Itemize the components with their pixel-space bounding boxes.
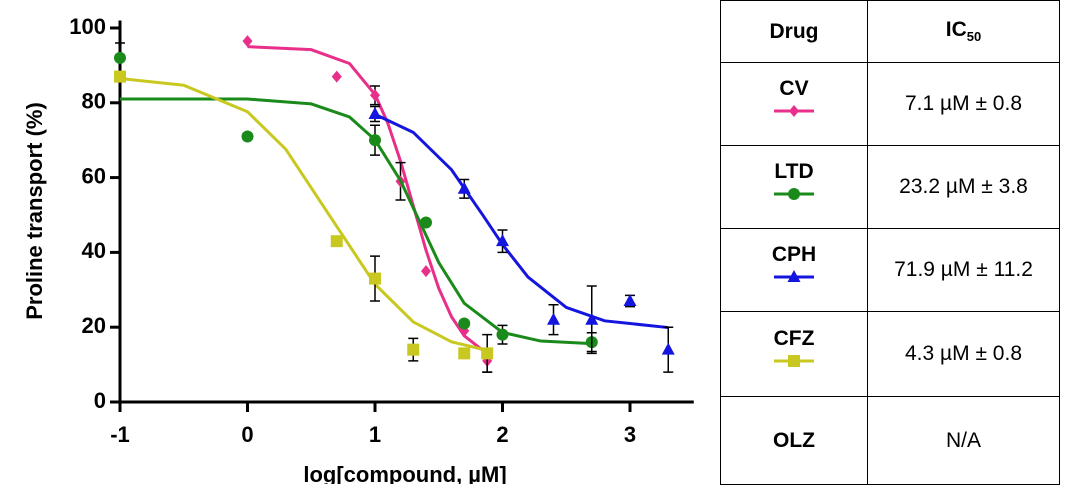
legend-name: CFZ: [773, 327, 815, 350]
table-body: CV 7.1 µM ± 0.8 LTD 23.2 µM ± 3.8 CPH 71.9 µM…: [720, 62, 1060, 397]
point: [370, 89, 380, 102]
fit-curve: [247, 45, 489, 355]
point: [114, 70, 126, 83]
fit-curve: [120, 97, 592, 346]
ic50-value: 7.1 µM ± 0.8: [867, 62, 1060, 146]
point: [496, 234, 509, 247]
point: [623, 294, 637, 307]
legend-name: CV: [779, 77, 809, 100]
point: [547, 312, 560, 325]
ic50-value: N/A: [867, 396, 1060, 485]
point: [369, 134, 381, 147]
legend-sample: [774, 355, 814, 367]
y-tick-label: 60: [82, 163, 106, 188]
point: [789, 105, 799, 117]
x-axis-label: log[compound, µM]: [303, 462, 506, 484]
point: [457, 181, 471, 194]
point: [368, 107, 382, 120]
drug-header: Drug: [720, 0, 868, 63]
ic50-header: IC50: [867, 0, 1060, 63]
point: [242, 35, 253, 48]
point: [481, 347, 494, 360]
ic50-value: 71.9 µM ± 11.2: [867, 228, 1060, 312]
table-row: CFZ 4.3 µM ± 0.8: [720, 311, 1060, 397]
point: [241, 130, 254, 143]
y-axis-label: Proline transport (%): [22, 102, 47, 320]
point: [585, 312, 599, 325]
point: [661, 342, 675, 355]
legend-sample: [774, 105, 814, 117]
point: [420, 216, 432, 229]
legend-name: CPH: [771, 243, 817, 266]
ic50-table: Drug IC50 CV 7.1 µM ± 0.8 LTD 23.2 µM ± 3.8…: [720, 0, 1060, 485]
table-row: CPH 71.9 µM ± 11.2: [720, 228, 1060, 312]
ic50-header-text: IC: [945, 18, 967, 42]
legend-sample: [774, 270, 814, 282]
x-tick-label: -1: [110, 422, 130, 447]
point: [331, 70, 342, 83]
drug-cell: CPH: [720, 228, 868, 312]
point: [114, 51, 126, 64]
y-tick-label: 40: [82, 238, 106, 263]
legend-name: LTD: [774, 160, 814, 183]
drug-name: OLZ: [720, 396, 868, 485]
y-tick-label: 80: [82, 89, 106, 114]
y-tick-label: 0: [94, 388, 106, 413]
chart: log[compound, µM] Proline transport (%) …: [22, 14, 694, 484]
drug-cell: CV: [720, 62, 868, 146]
legend-sample: [774, 188, 814, 200]
x-tick-label: 2: [496, 422, 508, 447]
point: [369, 272, 381, 285]
x-tick-label: 1: [369, 422, 381, 447]
table-row: CV 7.1 µM ± 0.8: [720, 62, 1060, 146]
point: [788, 188, 800, 200]
point: [496, 328, 509, 341]
point: [330, 235, 343, 248]
point: [407, 343, 420, 356]
point: [787, 270, 801, 282]
drug-cell: CFZ: [720, 311, 868, 397]
x-tick-label: 3: [624, 422, 636, 447]
fit-curve: [119, 76, 488, 352]
y-tick-label: 100: [69, 14, 106, 39]
table-row: LTD 23.2 µM ± 3.8: [720, 145, 1060, 229]
x-tick-label: 0: [241, 422, 253, 447]
point: [421, 265, 431, 278]
ic50-header-sub: 50: [966, 29, 982, 45]
point: [458, 317, 471, 330]
point: [788, 355, 800, 367]
ic50-value: 4.3 µM ± 0.8: [867, 311, 1060, 397]
y-tick-label: 20: [82, 313, 106, 338]
drug-cell: LTD: [720, 145, 868, 229]
point: [458, 347, 471, 360]
ic50-value: 23.2 µM ± 3.8: [867, 145, 1060, 229]
